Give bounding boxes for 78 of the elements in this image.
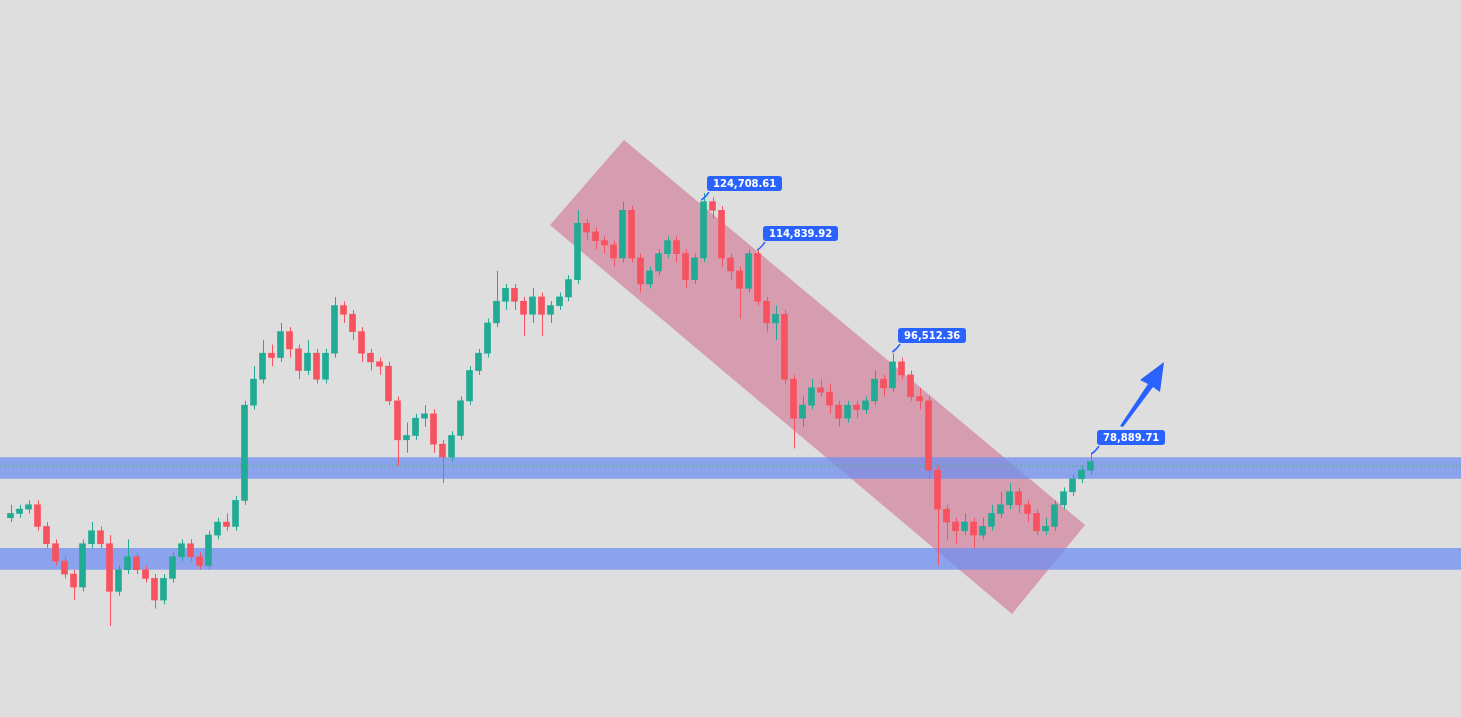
candlestick	[439, 439, 446, 484]
candlestick	[349, 309, 356, 341]
candlestick	[610, 240, 617, 268]
candlestick	[727, 253, 734, 281]
candlestick	[916, 387, 923, 410]
candlestick	[367, 348, 374, 372]
annotation: 114,839.92	[763, 226, 839, 241]
candlestick	[1051, 499, 1058, 532]
candlestick	[1006, 482, 1013, 510]
candlestick	[286, 326, 293, 359]
candlestick	[520, 296, 527, 337]
candlestick	[358, 326, 365, 363]
candlestick	[70, 569, 77, 601]
candlestick	[1015, 486, 1022, 514]
candlestick	[151, 573, 158, 610]
candlestick	[547, 300, 554, 324]
candlestick	[61, 556, 68, 579]
candlestick	[673, 235, 680, 263]
candlestick	[160, 573, 167, 605]
candlestick	[304, 339, 311, 376]
candlestick	[736, 266, 743, 320]
candlestick	[808, 378, 815, 410]
candlestick	[880, 374, 887, 398]
candlestick	[115, 564, 122, 597]
candlestick	[124, 538, 131, 575]
text: 78,889.71	[1097, 430, 1166, 445]
candlestick	[493, 270, 500, 328]
candlestick	[529, 287, 536, 324]
candlestick	[295, 344, 302, 380]
candlestick	[988, 504, 995, 532]
candlestick	[511, 283, 518, 311]
candlestick	[1069, 473, 1076, 497]
candlestick	[691, 253, 698, 285]
candlestick	[214, 517, 221, 540]
candlestick	[88, 521, 95, 549]
candlestick	[448, 430, 455, 462]
candlestick	[592, 227, 599, 250]
candlestick	[169, 551, 176, 584]
candlestick	[475, 348, 482, 376]
annotation: 96,512.36	[898, 328, 967, 343]
candlestick	[268, 344, 275, 367]
candlestick	[403, 421, 410, 454]
candlestick	[772, 305, 779, 341]
candlestick	[52, 538, 59, 566]
candlestick	[187, 538, 194, 562]
candlestick	[952, 517, 959, 545]
candlestick	[34, 499, 41, 532]
candlestick	[655, 248, 662, 276]
candlestick	[664, 235, 671, 259]
candlestick	[826, 383, 833, 415]
candlestick	[709, 196, 716, 220]
candlestick	[763, 296, 770, 333]
candlestick	[844, 400, 851, 423]
candlestick	[970, 517, 977, 549]
candlestick	[340, 300, 347, 324]
candlestick	[178, 538, 185, 562]
candlestick	[502, 283, 509, 311]
candlestick	[943, 504, 950, 540]
candlestick	[646, 266, 653, 289]
candlestick	[538, 292, 545, 337]
candlestick	[43, 521, 50, 549]
candlestick	[1033, 508, 1040, 536]
candlestick	[961, 512, 968, 536]
candlestick	[898, 357, 905, 380]
candlestick	[97, 525, 104, 549]
text: 124,708.61	[707, 176, 783, 191]
candlestick	[565, 274, 572, 302]
candlestick	[907, 370, 914, 402]
candlestick	[1024, 499, 1031, 523]
candlestick	[412, 413, 419, 441]
candlestick	[799, 396, 806, 428]
candlestick	[871, 370, 878, 406]
candlestick	[997, 491, 1004, 519]
candlestick	[133, 551, 140, 575]
candlestick	[1060, 486, 1067, 510]
candlestick	[583, 218, 590, 242]
candlestick	[979, 517, 986, 540]
candlestick	[835, 400, 842, 428]
